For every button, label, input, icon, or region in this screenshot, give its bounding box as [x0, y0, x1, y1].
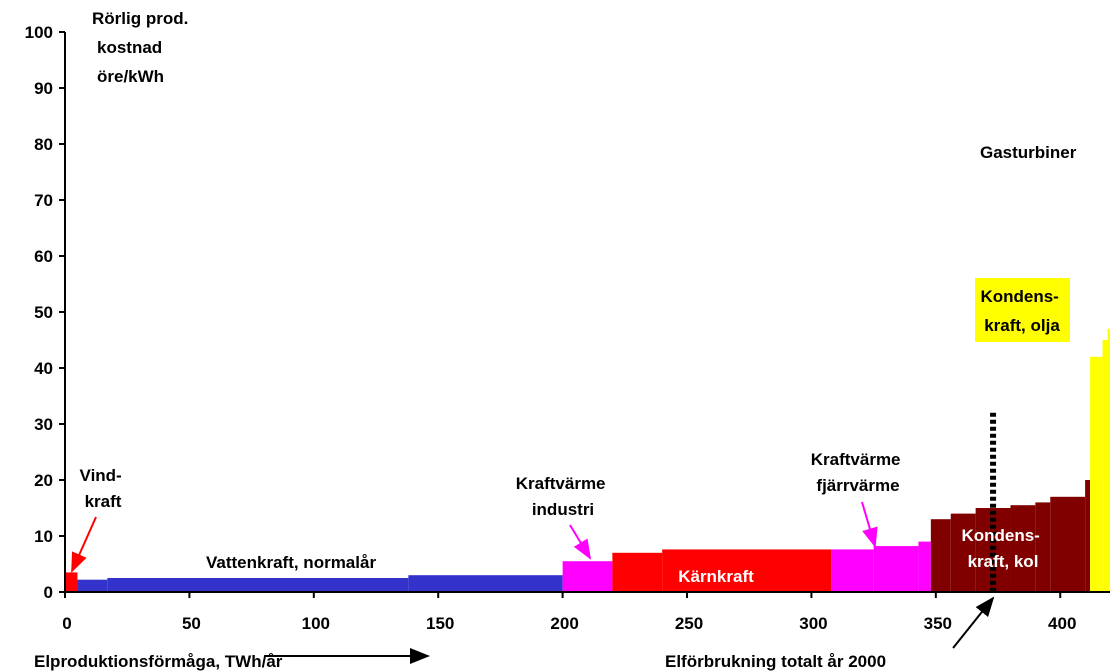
- bar-vindkraft-0: [65, 572, 78, 592]
- x-tick-label-200: 200: [550, 614, 578, 633]
- kraftvarme-industri-label: Kraftvärme industri: [516, 474, 611, 519]
- y-tick-label-40: 40: [34, 359, 53, 378]
- kraftvarme-fjarr-line2: fjärrvärme: [816, 476, 899, 495]
- y-tick-label-30: 30: [34, 415, 53, 434]
- bar-kärnkraft-1: [662, 549, 832, 592]
- consumption-label: Elförbrukning totalt år 2000: [665, 652, 886, 671]
- karnkraft-label: Kärnkraft: [678, 567, 754, 586]
- x-tick-label-300: 300: [799, 614, 827, 633]
- bar-kondenskraft-kol-2: [975, 508, 1011, 592]
- y-axis-label: Rörlig prod. kostnad öre/kWh: [92, 9, 193, 86]
- bar-kraftvärme-industri-0: [562, 561, 613, 592]
- kondens-olja-label: Kondens- kraft, olja: [980, 287, 1063, 335]
- bar-kondenskraft-kol-3: [1010, 505, 1036, 592]
- y-tick-label-60: 60: [34, 247, 53, 266]
- bar-kondenskraft-kol-6: [1085, 480, 1091, 592]
- bar-vattenkraft-normalår-2: [408, 575, 563, 592]
- vattenkraft-label: Vattenkraft, normalår: [206, 553, 376, 572]
- kondens-kol-line2: kraft, kol: [968, 552, 1039, 571]
- y-axis-label-line1: Rörlig prod.: [92, 9, 188, 28]
- x-axis-label: Elproduktionsförmåga, TWh/år: [34, 652, 283, 671]
- kraftvarme-industri-line1: Kraftvärme: [516, 474, 606, 493]
- vindkraft-label-line1: Vind-: [80, 466, 122, 485]
- bar-kraftvärme-fjärrvärme-1: [873, 546, 919, 592]
- kondens-kol-label: Kondens- kraft, kol: [961, 526, 1044, 571]
- bar-kraftvärme-fjärrvärme-2: [918, 541, 931, 592]
- bar-kondenskraft-olja-1: [1102, 340, 1108, 592]
- y-tick-label-90: 90: [34, 79, 53, 98]
- gasturbiner-label: Gasturbiner: [980, 143, 1077, 162]
- kondens-olja-line2: kraft, olja: [984, 316, 1060, 335]
- y-tick-label-50: 50: [34, 303, 53, 322]
- vindkraft-label-line2: kraft: [85, 492, 122, 511]
- x-tick-label-0: 0: [62, 614, 71, 633]
- kondens-olja-label-box: [975, 278, 1070, 342]
- bar-kondenskraft-kol-4: [1035, 502, 1051, 592]
- y-tick-label-80: 80: [34, 135, 53, 154]
- bar-kondenskraft-olja-0: [1090, 356, 1103, 592]
- bar-kondenskraft-kol-1: [950, 513, 976, 592]
- x-tick-label-250: 250: [675, 614, 703, 633]
- kraftvarme-industri-arrow: [569, 524, 592, 560]
- y-axis-label-line3: öre/kWh: [97, 67, 164, 86]
- bar-kärnkraft-0: [612, 552, 663, 592]
- x-tick-label-350: 350: [924, 614, 952, 633]
- consumption-arrow: [952, 596, 995, 649]
- bar-kondenskraft-kol-0: [930, 519, 951, 592]
- vindkraft-label: Vind- kraft: [80, 466, 127, 511]
- bar-kraftvärme-fjärrvärme-0: [831, 549, 874, 592]
- bar-kondenskraft-kol-5: [1050, 496, 1086, 592]
- kondens-kol-line1: Kondens-: [961, 526, 1039, 545]
- y-tick-label-0: 0: [44, 583, 53, 602]
- y-tick-label-70: 70: [34, 191, 53, 210]
- kraftvarme-fjarr-line1: Kraftvärme: [811, 450, 901, 469]
- bar-kondenskraft-olja-2: [1107, 328, 1110, 592]
- y-tick-label-10: 10: [34, 527, 53, 546]
- y-tick-label-100: 100: [25, 23, 53, 42]
- step-bars: [65, 328, 1110, 592]
- y-axis-label-line2: kostnad: [97, 38, 162, 57]
- x-tick-label-400: 400: [1048, 614, 1076, 633]
- kraftvarme-fjarr-label: Kraftvärme fjärrvärme: [811, 450, 906, 495]
- x-tick-label-100: 100: [302, 614, 330, 633]
- y-tick-label-20: 20: [34, 471, 53, 490]
- bar-vattenkraft-normalår-0: [77, 579, 108, 592]
- vindkraft-arrow: [71, 516, 97, 573]
- y-ticks: 0 10 20 30 40 50 60 70 80 90 100: [25, 23, 65, 602]
- kondens-olja-line1: Kondens-: [980, 287, 1058, 306]
- x-tick-label-150: 150: [426, 614, 454, 633]
- bar-vattenkraft-normalår-1: [107, 578, 409, 592]
- x-tick-label-50: 50: [182, 614, 201, 633]
- kraftvarme-industri-line2: industri: [532, 500, 594, 519]
- kraftvarme-fjarr-arrow: [861, 501, 878, 548]
- x-ticks: 0 50 100 150 200 250 300 350 400: [62, 592, 1076, 633]
